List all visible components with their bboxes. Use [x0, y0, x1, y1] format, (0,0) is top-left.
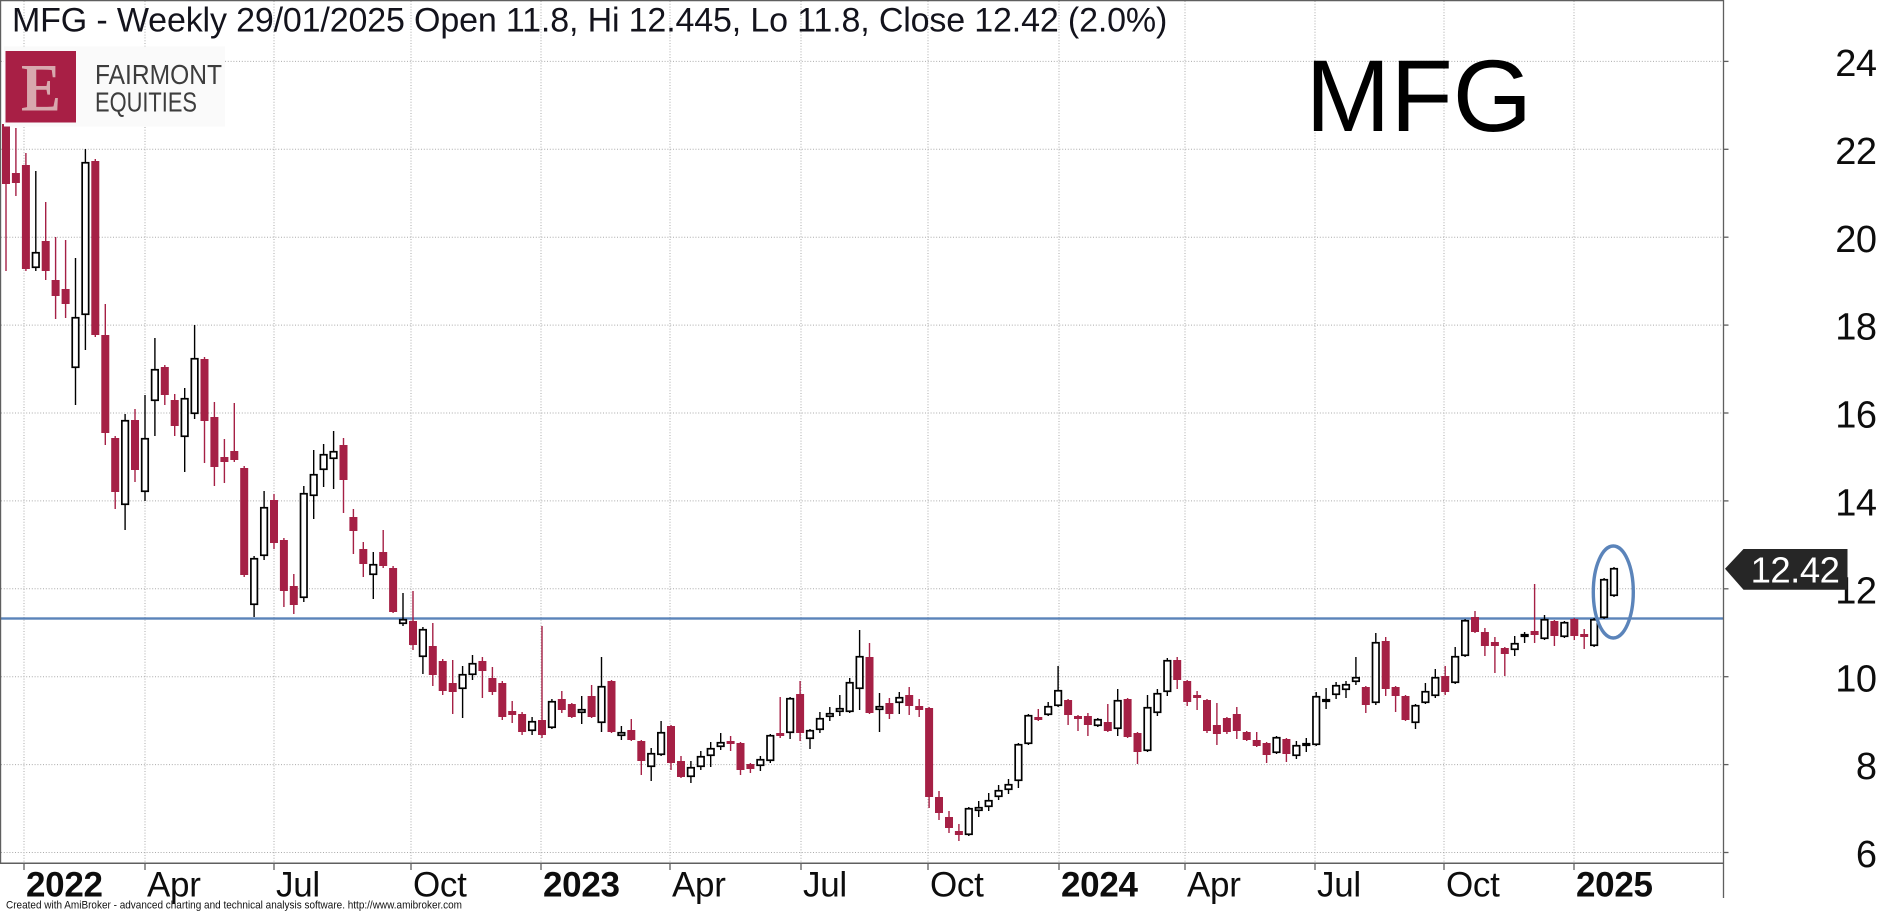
svg-text:Created with AmiBroker - advan: Created with AmiBroker - advanced charti…	[6, 900, 462, 911]
svg-text:12.42: 12.42	[1751, 550, 1840, 591]
svg-text:FAIRMONT: FAIRMONT	[95, 59, 222, 90]
svg-text:2024: 2024	[1061, 866, 1138, 905]
svg-text:Oct: Oct	[930, 866, 984, 905]
svg-text:E: E	[21, 50, 61, 125]
svg-text:Oct: Oct	[413, 866, 467, 905]
svg-text:Apr: Apr	[1187, 866, 1241, 905]
svg-text:Jul: Jul	[803, 866, 847, 905]
svg-text:10: 10	[1835, 658, 1876, 700]
svg-text:MFG - Weekly 29/01/2025 Open 1: MFG - Weekly 29/01/2025 Open 11.8, Hi 12…	[12, 1, 1167, 39]
svg-text:Jul: Jul	[1317, 866, 1361, 905]
svg-text:Oct: Oct	[1446, 866, 1500, 905]
svg-text:22: 22	[1835, 131, 1876, 173]
svg-text:MFG: MFG	[1306, 39, 1533, 153]
svg-text:8: 8	[1856, 746, 1877, 788]
svg-text:20: 20	[1835, 219, 1876, 261]
svg-text:2023: 2023	[543, 866, 620, 905]
svg-text:EQUITIES: EQUITIES	[95, 87, 197, 118]
svg-text:6: 6	[1856, 834, 1877, 876]
svg-text:2022: 2022	[26, 866, 103, 905]
svg-text:24: 24	[1835, 43, 1877, 85]
svg-text:Apr: Apr	[672, 866, 726, 905]
svg-text:Jul: Jul	[276, 866, 320, 905]
svg-text:16: 16	[1835, 395, 1876, 437]
svg-text:14: 14	[1835, 483, 1877, 525]
svg-text:18: 18	[1835, 307, 1876, 349]
svg-text:2025: 2025	[1576, 866, 1653, 905]
svg-text:Apr: Apr	[147, 866, 201, 905]
